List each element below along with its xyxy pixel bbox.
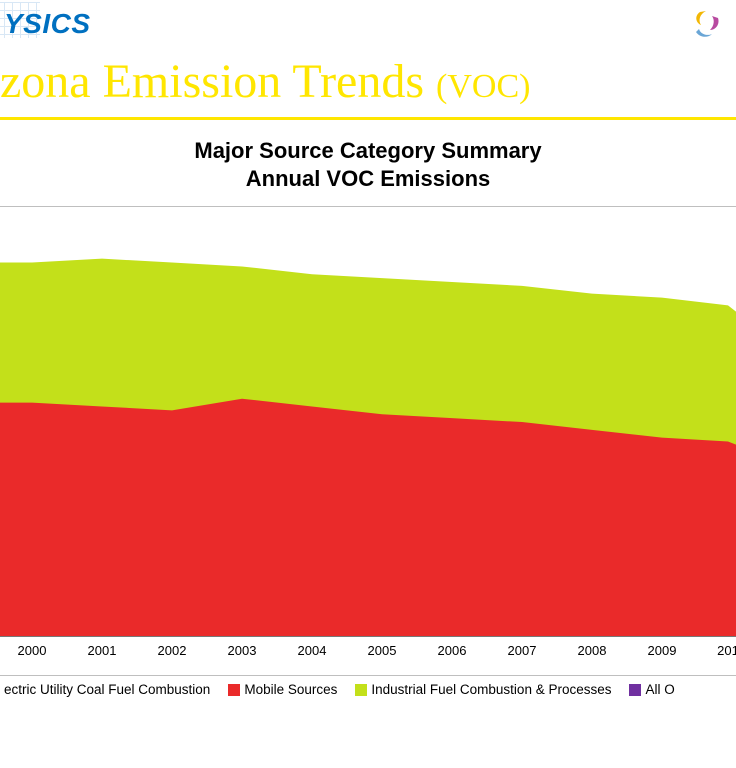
- legend-swatch: [228, 684, 240, 696]
- brand-logo-text: YSICS: [0, 8, 91, 40]
- legend-label: Mobile Sources: [244, 682, 337, 697]
- chart-container: Major Source Category Summary Annual VOC…: [0, 138, 736, 707]
- page-title: zona Emission Trends (VOC): [0, 54, 736, 109]
- legend-label: All O: [645, 682, 674, 697]
- header-row: YSICS: [0, 0, 736, 44]
- area-chart-svg: [0, 247, 736, 636]
- x-tick-label: 2009: [648, 643, 677, 658]
- x-tick-label: 2006: [438, 643, 467, 658]
- legend-swatch: [629, 684, 641, 696]
- chart-title: Major Source Category Summary Annual VOC…: [0, 138, 736, 192]
- x-tick-label: 2005: [368, 643, 397, 658]
- legend-item: Industrial Fuel Combustion & Processes: [355, 682, 611, 697]
- legend-swatch: [355, 684, 367, 696]
- x-tick-label: 201: [717, 643, 736, 658]
- legend-item: Mobile Sources: [228, 682, 337, 697]
- partner-logo-icon: [688, 8, 724, 44]
- legend-item: ectric Utility Coal Fuel Combustion: [4, 682, 210, 697]
- x-tick-label: 2004: [298, 643, 327, 658]
- area-chart: [0, 247, 736, 637]
- x-tick-label: 2000: [18, 643, 47, 658]
- x-tick-label: 2007: [508, 643, 537, 658]
- x-tick-label: 2008: [578, 643, 607, 658]
- chart-title-line2: Annual VOC Emissions: [0, 166, 736, 192]
- legend-label: ectric Utility Coal Fuel Combustion: [4, 682, 210, 697]
- title-block: zona Emission Trends (VOC): [0, 48, 736, 120]
- chart-title-line1: Major Source Category Summary: [0, 138, 736, 164]
- legend-item: All O: [629, 682, 674, 697]
- legend: ectric Utility Coal Fuel Combustion Mobil…: [0, 675, 736, 707]
- chart-separator: [0, 206, 736, 207]
- title-suffix: (VOC): [436, 68, 530, 105]
- area-series: [0, 399, 736, 636]
- x-tick-label: 2001: [88, 643, 117, 658]
- x-axis: 2000 2001 2002 2003 2004 2005 2006 2007 2008 2009…: [0, 643, 736, 671]
- x-tick-label: 2002: [158, 643, 187, 658]
- x-tick-label: 2003: [228, 643, 257, 658]
- legend-label: Industrial Fuel Combustion & Processes: [371, 682, 611, 697]
- title-main-text: zona Emission Trends: [0, 55, 436, 108]
